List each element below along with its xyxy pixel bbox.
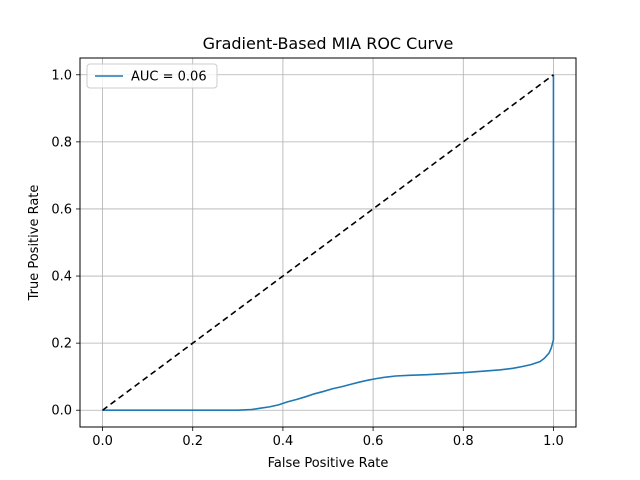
x-tick-label: 0.4: [273, 434, 294, 449]
x-tick-label: 0.6: [363, 434, 384, 449]
legend: AUC = 0.06: [86, 63, 218, 89]
y-tick-label: 0.6: [51, 202, 72, 217]
y-tick-label: 0.2: [51, 337, 72, 352]
chart-title: Gradient-Based MIA ROC Curve: [203, 34, 454, 53]
legend-label: AUC = 0.06: [131, 70, 207, 85]
x-tick-label: 0.2: [182, 434, 203, 449]
x-tick-label: 1.0: [543, 434, 564, 449]
plot-area: [102, 74, 555, 412]
y-axis-label: True Positive Rate: [27, 185, 42, 302]
legend-box: [86, 63, 218, 89]
axes-frame: [79, 57, 577, 428]
x-axis-label: False Positive Rate: [268, 456, 389, 471]
roc-curve-line: [102, 74, 555, 412]
chance-diagonal-line: [102, 74, 554, 411]
y-tick-label: 0.4: [51, 270, 72, 285]
x-tick-label: 0.8: [453, 434, 474, 449]
x-tick-label: 0.0: [92, 434, 113, 449]
ticks: 0.0 0.2 0.4 0.6 0.8 1.0 0.0 0.2 0.4 0.6 0.8 1.0: [51, 68, 563, 449]
y-tick-label: 0.0: [51, 404, 72, 419]
y-tick-label: 0.8: [51, 135, 72, 150]
grid: [80, 58, 576, 427]
y-tick-label: 1.0: [51, 68, 72, 83]
